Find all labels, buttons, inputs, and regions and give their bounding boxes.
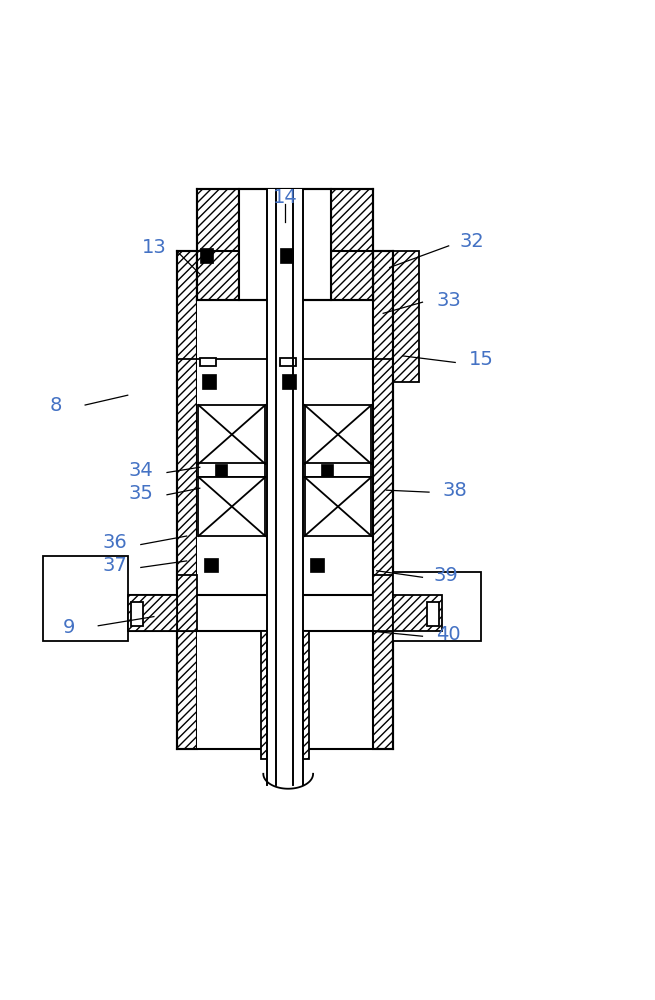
Text: 13: 13 xyxy=(141,238,166,257)
Text: 40: 40 xyxy=(436,625,461,644)
Bar xyxy=(305,463,371,477)
Bar xyxy=(280,358,296,366)
Bar xyxy=(131,602,143,626)
Bar xyxy=(331,189,373,300)
Bar xyxy=(177,575,196,631)
Text: 38: 38 xyxy=(443,481,468,500)
Bar xyxy=(305,477,371,536)
Text: 8: 8 xyxy=(50,396,62,415)
Bar xyxy=(43,556,128,641)
Bar xyxy=(198,477,265,536)
Bar xyxy=(200,248,213,263)
Text: 15: 15 xyxy=(469,350,494,369)
Bar xyxy=(373,575,393,631)
Text: 33: 33 xyxy=(436,291,461,310)
Bar xyxy=(204,558,218,572)
Bar xyxy=(202,374,216,389)
Text: 39: 39 xyxy=(433,566,458,585)
Text: 9: 9 xyxy=(63,618,75,637)
Bar xyxy=(393,595,442,631)
Bar xyxy=(310,558,324,572)
Bar xyxy=(198,463,265,477)
Bar xyxy=(393,575,475,621)
Bar xyxy=(128,595,177,631)
Bar xyxy=(261,631,267,759)
Bar xyxy=(200,358,216,366)
Bar xyxy=(393,251,419,382)
Bar xyxy=(373,251,393,749)
Text: 34: 34 xyxy=(128,461,153,480)
Bar xyxy=(128,595,442,631)
Bar xyxy=(321,464,333,476)
Text: 32: 32 xyxy=(459,232,484,251)
Text: 37: 37 xyxy=(102,556,127,575)
Bar xyxy=(305,405,371,464)
Bar xyxy=(196,251,331,749)
Bar xyxy=(177,251,196,749)
Bar xyxy=(280,248,293,263)
Bar xyxy=(198,405,265,464)
Bar xyxy=(267,189,303,785)
Text: 14: 14 xyxy=(272,188,297,207)
Bar xyxy=(215,464,227,476)
Bar xyxy=(239,189,331,300)
Bar xyxy=(427,602,439,626)
Text: 36: 36 xyxy=(102,533,127,552)
Bar xyxy=(393,572,481,641)
Text: 35: 35 xyxy=(128,484,153,503)
Bar xyxy=(267,631,303,759)
Bar xyxy=(196,189,239,300)
Bar xyxy=(282,374,296,389)
Bar xyxy=(303,631,309,759)
